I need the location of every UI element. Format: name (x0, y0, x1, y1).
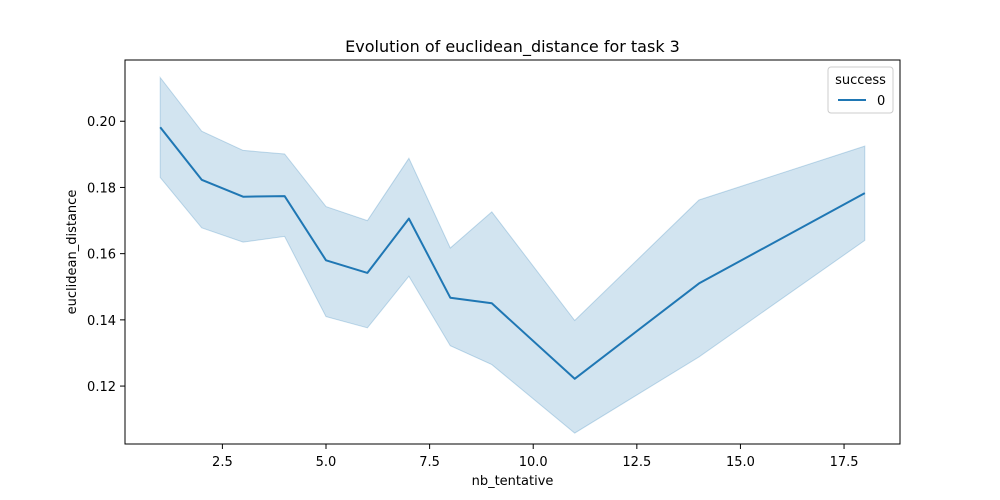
y-tick-label: 0.18 (87, 181, 116, 196)
axes-frame (124, 59, 901, 445)
legend-entry-0: 0 (877, 94, 885, 109)
x-tick-label: 7.5 (419, 455, 440, 470)
y-tick-label: 0.20 (87, 115, 116, 130)
legend: success 0 (827, 66, 894, 114)
y-axis-ticks: 0.12 0.14 0.16 0.18 0.20 (87, 115, 125, 395)
x-tick-label: 2.5 (212, 455, 233, 470)
legend-title: success (835, 73, 886, 88)
y-tick-label: 0.14 (87, 314, 116, 329)
y-tick-label: 0.16 (87, 248, 116, 263)
series-line-0 (159, 126, 866, 380)
x-axis-ticks: 2.5 5.0 7.5 10.0 12.5 15.0 17.5 (212, 444, 859, 470)
x-tick-label: 12.5 (622, 455, 651, 470)
chart-title: Evolution of euclidean_distance for task… (345, 37, 680, 57)
y-tick-label: 0.12 (87, 380, 116, 395)
x-tick-label: 15.0 (726, 455, 755, 470)
x-tick-label: 5.0 (316, 455, 337, 470)
y-axis-label: euclidean_distance (65, 190, 80, 315)
x-tick-label: 10.0 (519, 455, 548, 470)
confidence-band-0 (159, 76, 866, 434)
plot-area (159, 76, 866, 434)
legend-box (827, 66, 894, 114)
x-axis-label: nb_tentative (472, 474, 554, 489)
x-tick-label: 17.5 (830, 455, 859, 470)
